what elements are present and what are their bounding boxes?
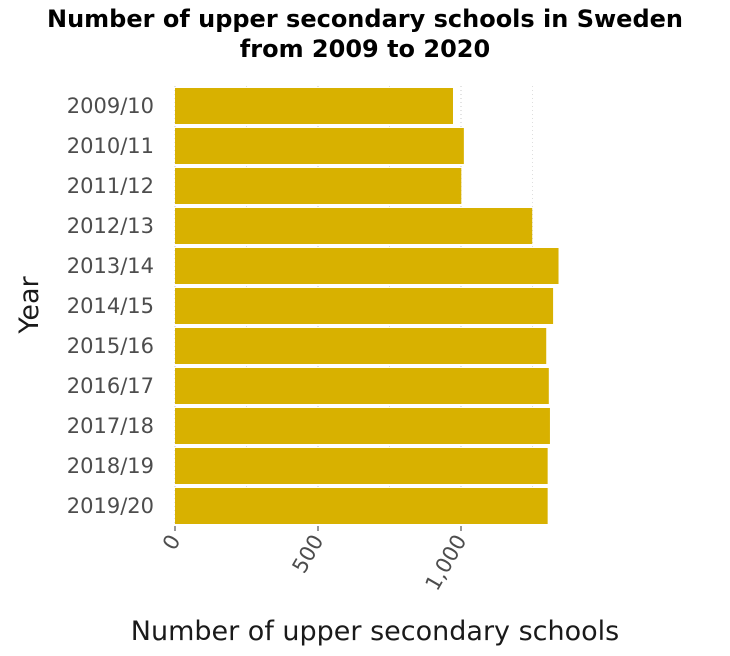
x-tick-label: 500 bbox=[287, 531, 328, 578]
y-tick-label: 2009/10 bbox=[67, 94, 154, 118]
y-tick-label: 2019/20 bbox=[67, 494, 154, 518]
bar-2012-13 bbox=[175, 208, 533, 244]
x-tick-label: 1,000 bbox=[420, 531, 471, 595]
x-ticks: 0 500 1,000 bbox=[158, 526, 471, 595]
chart-title-line-1: Number of upper secondary schools in Swe… bbox=[47, 5, 683, 33]
bar-2013-14 bbox=[175, 248, 559, 284]
y-tick-label: 2011/12 bbox=[67, 174, 154, 198]
bar-2017-18 bbox=[175, 408, 550, 444]
y-tick-label: 2017/18 bbox=[67, 414, 154, 438]
bar-2011-12 bbox=[175, 168, 462, 204]
bars bbox=[175, 88, 559, 524]
y-axis-title: Year bbox=[14, 276, 45, 335]
bar-2019-20 bbox=[175, 488, 548, 524]
chart-title-line-2: from 2009 to 2020 bbox=[239, 35, 491, 63]
y-tick-label: 2016/17 bbox=[67, 374, 154, 398]
y-tick-labels: 2009/10 2010/11 2011/12 2012/13 2013/14 2014/… bbox=[67, 94, 154, 518]
bar-2009-10 bbox=[175, 88, 453, 124]
bar-2015-16 bbox=[175, 328, 547, 364]
x-tick-label: 0 bbox=[158, 531, 185, 555]
chart-title: Number of upper secondary schools in Swe… bbox=[0, 4, 730, 64]
bar-2014-15 bbox=[175, 288, 554, 324]
y-tick-label: 2012/13 bbox=[67, 214, 154, 238]
bar-2016-17 bbox=[175, 368, 549, 404]
bar-2018-19 bbox=[175, 448, 548, 484]
y-tick-label: 2010/11 bbox=[67, 134, 154, 158]
x-axis-title: Number of upper secondary schools bbox=[131, 616, 619, 647]
bar-2010-11 bbox=[175, 128, 464, 164]
y-tick-label: 2013/14 bbox=[67, 254, 154, 278]
y-tick-label: 2014/15 bbox=[67, 294, 154, 318]
y-tick-label: 2015/16 bbox=[67, 334, 154, 358]
y-tick-label: 2018/19 bbox=[67, 454, 154, 478]
